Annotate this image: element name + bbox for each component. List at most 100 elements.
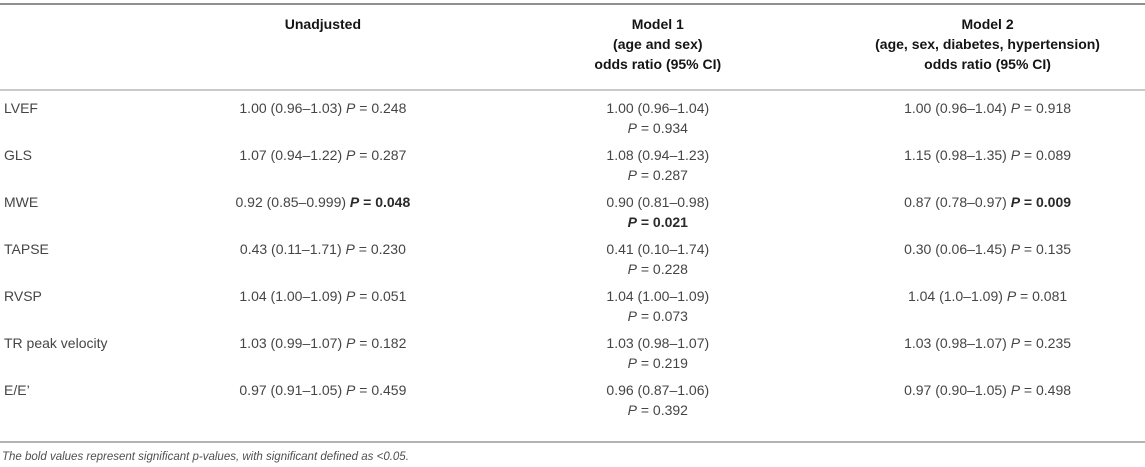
p-symbol: P xyxy=(1010,241,1021,257)
p-symbol: P xyxy=(627,119,637,136)
odds-ratio-value: 0.97 (0.91–1.05) xyxy=(239,382,347,398)
cell-model1: 1.08 (0.94–1.23) P = 0.287 xyxy=(485,138,830,185)
p-value: P = 0.081 xyxy=(1006,288,1068,304)
row-label: TR peak velocity xyxy=(4,335,108,351)
cell-unadjusted: 1.03 (0.99–1.07) P = 0.182 xyxy=(160,326,485,373)
p-value-line: P = 0.287 xyxy=(485,166,830,186)
cell-unadjusted: 0.97 (0.91–1.05) P = 0.459 xyxy=(160,373,485,441)
table-row: MWE 0.92 (0.85–0.999) P = 0.048 0.90 (0.81… xyxy=(0,185,1145,232)
odds-ratio-value: 0.43 (0.11–1.71) xyxy=(239,241,346,257)
table-footnote: The bold values represent significant p-… xyxy=(0,441,1145,464)
p-value-line: P = 0.228 xyxy=(485,260,830,280)
odds-ratio-value: 1.07 (0.94–1.22) xyxy=(239,147,347,163)
p-symbol: P xyxy=(345,241,355,257)
p-symbol: P xyxy=(346,288,356,304)
odds-ratio-value: 0.97 (0.90–1.05) xyxy=(904,382,1011,398)
cell-model2: 1.00 (0.96–1.04) P = 0.918 xyxy=(830,90,1145,138)
odds-ratio-value: 0.87 (0.78–0.97) xyxy=(904,194,1011,210)
p-symbol: P xyxy=(627,401,637,418)
p-value-line: P = 0.219 xyxy=(485,354,830,374)
p-value-significant: P = 0.021 xyxy=(627,213,688,230)
cell-unadjusted: 1.00 (0.96–1.03) P = 0.248 xyxy=(160,90,485,138)
cell-unadjusted: 1.04 (1.00–1.09) P = 0.051 xyxy=(160,279,485,326)
cell-model1: 0.41 (0.10–1.74) P = 0.228 xyxy=(485,232,830,279)
p-symbol: P xyxy=(1010,335,1021,351)
cell-model2: 1.04 (1.0–1.09) P = 0.081 xyxy=(830,279,1145,326)
header-model1-covariates: (age and sex) xyxy=(613,36,703,52)
p-value-line: P = 0.392 xyxy=(485,401,830,421)
p-value: P = 0.182 xyxy=(346,335,407,351)
header-model2-measure: odds ratio (95% CI) xyxy=(924,56,1051,72)
p-value: P = 0.073 xyxy=(627,307,688,324)
p-value-line: P = 0.934 xyxy=(485,119,830,139)
odds-ratio-value: 1.08 (0.94–1.23) xyxy=(606,147,710,163)
table-row: LVEF 1.00 (0.96–1.03) P = 0.248 1.00 (0.96… xyxy=(0,90,1145,138)
p-symbol: P xyxy=(1010,382,1021,398)
p-value: P = 0.248 xyxy=(346,100,407,116)
header-model1: Model 1 (age and sex) odds ratio (95% CI… xyxy=(485,3,831,91)
row-label: LVEF xyxy=(4,100,38,116)
p-value: P = 0.918 xyxy=(1010,100,1072,116)
odds-ratio-value: 1.00 (0.96–1.03) xyxy=(239,100,347,116)
odds-ratio-value: 0.90 (0.81–0.98) xyxy=(606,194,710,210)
header-model2-title: Model 2 xyxy=(961,16,1014,32)
table-row: E/E’ 0.97 (0.91–1.05) P = 0.459 0.96 (0.87… xyxy=(0,373,1145,441)
p-symbol: P xyxy=(627,354,637,371)
odds-ratio-value: 0.96 (0.87–1.06) xyxy=(606,382,710,398)
cell-model1: 0.96 (0.87–1.06) P = 0.392 xyxy=(485,373,830,441)
cell-model2: 0.87 (0.78–0.97) P = 0.009 xyxy=(830,185,1145,232)
p-symbol: P xyxy=(346,147,356,163)
odds-ratio-value: 1.04 (1.00–1.09) xyxy=(606,288,710,304)
row-label: TAPSE xyxy=(4,241,49,257)
cell-unadjusted: 1.07 (0.94–1.22) P = 0.287 xyxy=(160,138,485,185)
p-value: P = 0.287 xyxy=(627,166,688,183)
p-symbol: P xyxy=(346,335,356,351)
table-row: TR peak velocity 1.03 (0.99–1.07) P = 0.1… xyxy=(0,326,1145,373)
p-value: P = 0.219 xyxy=(627,354,688,371)
cell-model2: 0.30 (0.06–1.45) P = 0.135 xyxy=(830,232,1145,279)
table-row: TAPSE 0.43 (0.11–1.71) P = 0.230 0.41 (0.1… xyxy=(0,232,1145,279)
p-symbol: P xyxy=(627,166,637,183)
p-symbol: P xyxy=(346,100,356,116)
header-variable-column xyxy=(0,3,161,91)
p-symbol: P xyxy=(349,194,360,210)
odds-ratio-value: 0.41 (0.10–1.74) xyxy=(606,241,710,257)
header-row: Unadjusted Model 1 (age and sex) odds ra… xyxy=(0,3,1145,91)
p-symbol: P xyxy=(1006,288,1017,304)
header-unadjusted: Unadjusted xyxy=(160,3,486,91)
p-symbol: P xyxy=(1010,147,1021,163)
p-value: P = 0.089 xyxy=(1010,147,1072,163)
p-symbol: P xyxy=(1010,194,1021,210)
p-value: P = 0.228 xyxy=(627,260,688,277)
odds-ratio-value: 1.03 (0.99–1.07) xyxy=(239,335,347,351)
odds-ratio-table: Unadjusted Model 1 (age and sex) odds ra… xyxy=(0,3,1145,441)
p-value: P = 0.498 xyxy=(1010,382,1072,398)
cell-model2: 1.15 (0.98–1.35) P = 0.089 xyxy=(830,138,1145,185)
p-symbol: P xyxy=(346,382,356,398)
p-value: P = 0.051 xyxy=(346,288,407,304)
p-symbol: P xyxy=(1010,100,1021,116)
header-model1-measure: odds ratio (95% CI) xyxy=(594,56,722,72)
cell-model1: 1.04 (1.00–1.09) P = 0.073 xyxy=(485,279,830,326)
p-value: P = 0.934 xyxy=(627,119,688,136)
odds-ratio-value: 1.03 (0.98–1.07) xyxy=(606,335,710,351)
p-value-line: P = 0.073 xyxy=(485,307,830,327)
header-model2: Model 2 (age, sex, diabetes, hypertensio… xyxy=(830,3,1145,91)
cell-unadjusted: 0.43 (0.11–1.71) P = 0.230 xyxy=(160,232,485,279)
row-label: GLS xyxy=(4,147,33,163)
p-value: P = 0.235 xyxy=(1010,335,1072,351)
p-value: P = 0.135 xyxy=(1010,241,1072,257)
odds-ratio-value: 1.04 (1.0–1.09) xyxy=(907,288,1007,304)
row-label: MWE xyxy=(4,194,39,210)
odds-ratio-value: 1.00 (0.96–1.04) xyxy=(606,100,710,116)
table-row: RVSP 1.04 (1.00–1.09) P = 0.051 1.04 (1.00… xyxy=(0,279,1145,326)
p-value: P = 0.287 xyxy=(346,147,407,163)
table-row: GLS 1.07 (0.94–1.22) P = 0.287 1.08 (0.94–… xyxy=(0,138,1145,185)
table-body: LVEF 1.00 (0.96–1.03) P = 0.248 1.00 (0.96… xyxy=(0,90,1145,441)
cell-model1: 1.03 (0.98–1.07) P = 0.219 xyxy=(485,326,830,373)
p-value: P = 0.392 xyxy=(627,401,688,418)
odds-ratio-value: 0.92 (0.85–0.999) xyxy=(235,194,350,210)
cell-model1: 1.00 (0.96–1.04) P = 0.934 xyxy=(485,90,830,138)
header-model2-covariates: (age, sex, diabetes, hypertension) xyxy=(875,36,1100,52)
